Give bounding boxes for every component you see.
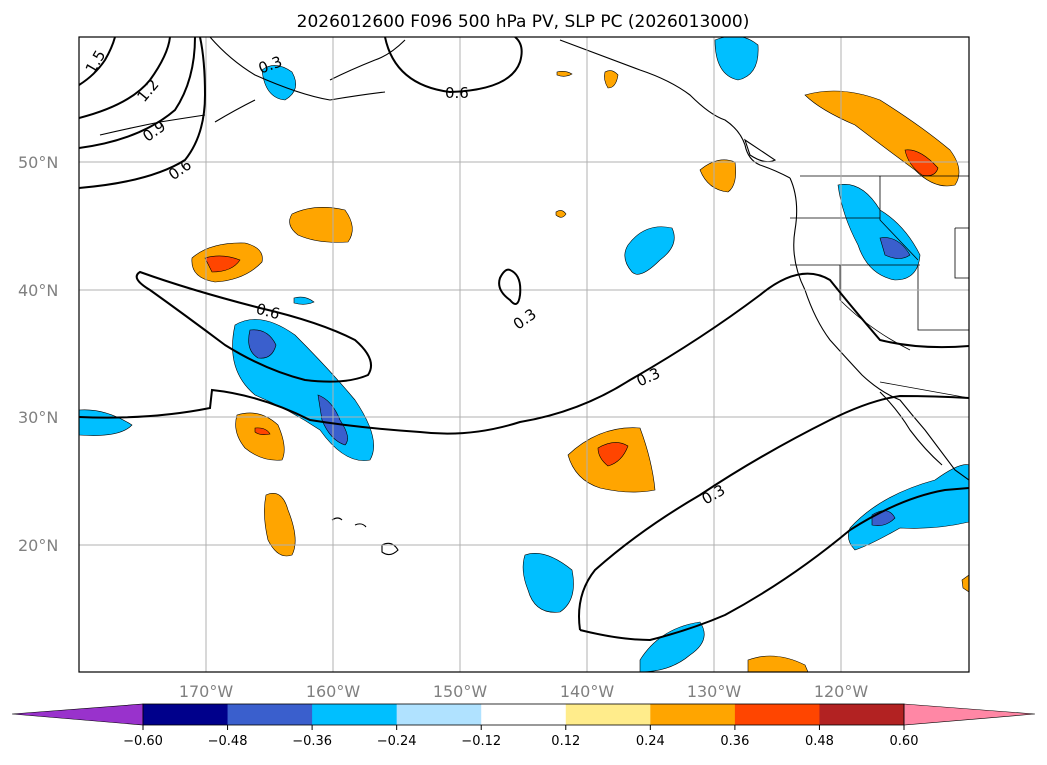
colorbar-tick-label: −0.48 — [208, 734, 248, 749]
lon-label-130w: 130°W — [687, 682, 742, 701]
colorbar-tick-label: 0.24 — [636, 734, 665, 749]
colorbar-bin — [396, 704, 482, 725]
pv-blob-tiny-d — [556, 71, 573, 77]
slp-contour-1.2 — [79, 37, 171, 119]
map-frame — [78, 36, 970, 673]
pv-blob-north-mid — [289, 206, 353, 243]
pv-blob-gulf-alaska — [714, 37, 759, 81]
colorbar-bin — [143, 704, 229, 725]
lat-label-50n: 50°N — [18, 153, 58, 172]
coastline-baja — [879, 391, 943, 466]
slp-contour-0.9 — [79, 37, 196, 149]
colorbar-tick-label: −0.36 — [292, 734, 332, 749]
pv-blob-bottom-south — [747, 655, 809, 672]
slp-contour-0.6-northwest — [79, 37, 207, 189]
contour-label-0.6-north: 0.6 — [445, 84, 469, 102]
border-id — [879, 176, 919, 261]
colorbar-tick-label: −0.24 — [377, 734, 417, 749]
colorbar-bin — [565, 704, 651, 725]
colorbar-bin — [819, 704, 905, 725]
colorbar-extend-low — [11, 703, 144, 726]
map-plot-area: 1.5 1.2 0.9 0.6 0.3 0.6 0.6 0.3 0.3 0.3 — [79, 37, 969, 672]
pv-blob-west-mid-core — [254, 427, 271, 435]
pv-negative-anomalies — [79, 37, 969, 672]
pv-blob-tiny-b — [604, 70, 619, 89]
colorbar-tick-label: −0.12 — [461, 734, 501, 749]
slp-contours — [79, 37, 969, 642]
lat-label-20n: 20°N — [18, 536, 58, 555]
pv-blob-pacific-mid — [624, 226, 675, 275]
coastline-hawaii-b — [354, 523, 367, 528]
lon-label-140w: 140°W — [560, 682, 615, 701]
latitude-labels: 50°N 40°N 30°N 20°N — [18, 153, 58, 555]
coastline-alaska-panhandle — [559, 39, 791, 179]
border-nv-az — [917, 265, 969, 331]
border-mexico — [879, 381, 969, 399]
colorbar-ticks: −0.60 −0.48 −0.36 −0.24 −0.12 0.12 0.24 0.36 0.4… — [123, 725, 918, 749]
pv-blob-southeast — [848, 464, 969, 551]
map-title: 2026012600 F096 500 hPa PV, SLP PC (2026… — [297, 12, 750, 32]
pv-blob-tiny-a — [293, 296, 315, 305]
slp-contour-0.3-small — [498, 268, 522, 305]
slp-contour-0.3-south-lower — [579, 487, 969, 642]
pv-blob-west-edge — [79, 409, 133, 436]
political-borders — [790, 175, 969, 399]
slp-contour-1.5 — [79, 37, 116, 86]
slp-contour-0.3-south — [578, 394, 969, 631]
colorbar-bin — [481, 704, 567, 725]
coastline-alaska — [209, 37, 406, 101]
colorbar-tick-label: 0.36 — [720, 734, 749, 749]
longitude-labels: 170°W 160°W 150°W 140°W 130°W 120°W — [179, 682, 869, 701]
colorbar-bins — [143, 704, 905, 725]
colorbar-frame — [142, 703, 905, 726]
coastline-vancouver-island — [743, 138, 777, 163]
colorbar-extend-high — [903, 703, 1036, 726]
pv-blob-west-north-core — [204, 255, 241, 273]
colorbar-tick-label: 0.12 — [551, 734, 580, 749]
colorbar-bin — [734, 704, 820, 725]
slp-contour-0.3-main — [79, 272, 969, 435]
pv-blob-west-south — [264, 493, 296, 557]
lon-label-150w: 150°W — [433, 682, 488, 701]
colorbar-bin — [227, 704, 313, 725]
pv-blob-coast-north — [699, 159, 736, 193]
pv-blob-tiny-c — [555, 210, 567, 218]
gridlines — [79, 37, 969, 672]
pv-blob-pacific-northwest-core — [879, 237, 911, 259]
pv-blob-subtropical-south — [522, 553, 574, 613]
lat-label-40n: 40°N — [18, 281, 58, 300]
lon-label-160w: 160°W — [306, 682, 361, 701]
lat-label-30n: 30°N — [18, 408, 58, 427]
colorbar: −0.60 −0.48 −0.36 −0.24 −0.12 0.12 0.24 0.36 0.4… — [11, 703, 1036, 749]
pv-blob-northeast-core — [904, 149, 939, 176]
pv-blob-central-large-core-a — [248, 329, 277, 359]
pv-blob-east-edge — [961, 574, 969, 593]
colorbar-tick-label: −0.60 — [123, 734, 163, 749]
coastlines — [99, 37, 969, 556]
colorbar-tick-label: 0.48 — [805, 734, 834, 749]
pv-blob-north-central — [261, 65, 297, 101]
lon-label-170w: 170°W — [179, 682, 234, 701]
contour-label-0.6-central: 0.6 — [254, 300, 282, 324]
colorbar-bin — [650, 704, 736, 725]
lon-label-120w: 120°W — [814, 682, 869, 701]
border-mt — [954, 227, 969, 279]
colorbar-tick-label: 0.60 — [890, 734, 919, 749]
pv-blob-central-south-core — [597, 442, 629, 467]
coastline-west-us — [789, 177, 969, 481]
coastline-hawaii-c — [381, 542, 399, 556]
colorbar-bin — [312, 704, 398, 725]
slp-contour-0.6-central — [135, 270, 372, 383]
slp-contour-0.6-north — [384, 37, 523, 94]
